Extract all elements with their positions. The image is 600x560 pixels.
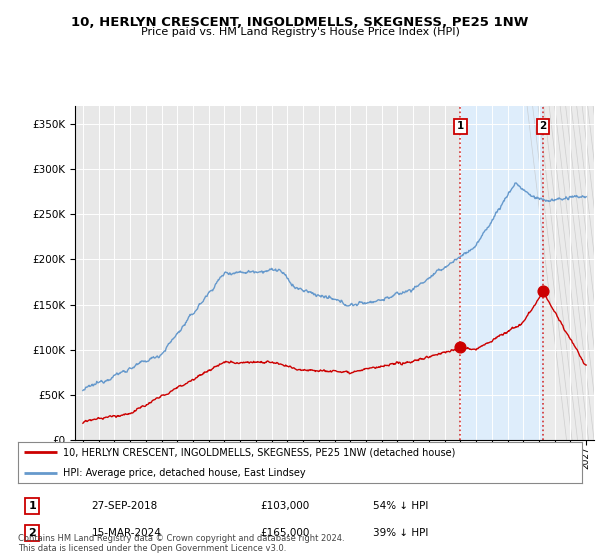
Text: 10, HERLYN CRESCENT, INGOLDMELLS, SKEGNESS, PE25 1NW (detached house): 10, HERLYN CRESCENT, INGOLDMELLS, SKEGNE… [63,447,455,458]
Text: 27-SEP-2018: 27-SEP-2018 [91,501,158,511]
Bar [460,106,543,440]
Text: 1: 1 [457,122,464,132]
Text: Price paid vs. HM Land Registry's House Price Index (HPI): Price paid vs. HM Land Registry's House … [140,27,460,37]
Point [455,342,465,351]
Text: 54% ↓ HPI: 54% ↓ HPI [373,501,428,511]
Text: 2: 2 [539,122,547,132]
Text: 39% ↓ HPI: 39% ↓ HPI [373,528,428,538]
Point [538,287,548,296]
Text: 1: 1 [28,501,36,511]
Text: 10, HERLYN CRESCENT, INGOLDMELLS, SKEGNESS, PE25 1NW: 10, HERLYN CRESCENT, INGOLDMELLS, SKEGNE… [71,16,529,29]
Text: 15-MAR-2024: 15-MAR-2024 [91,528,161,538]
Text: £103,000: £103,000 [260,501,310,511]
Text: HPI: Average price, detached house, East Lindsey: HPI: Average price, detached house, East… [63,468,306,478]
Text: £165,000: £165,000 [260,528,310,538]
Bar [543,106,594,440]
Text: 2: 2 [28,528,36,538]
Text: Contains HM Land Registry data © Crown copyright and database right 2024.
This d: Contains HM Land Registry data © Crown c… [18,534,344,553]
